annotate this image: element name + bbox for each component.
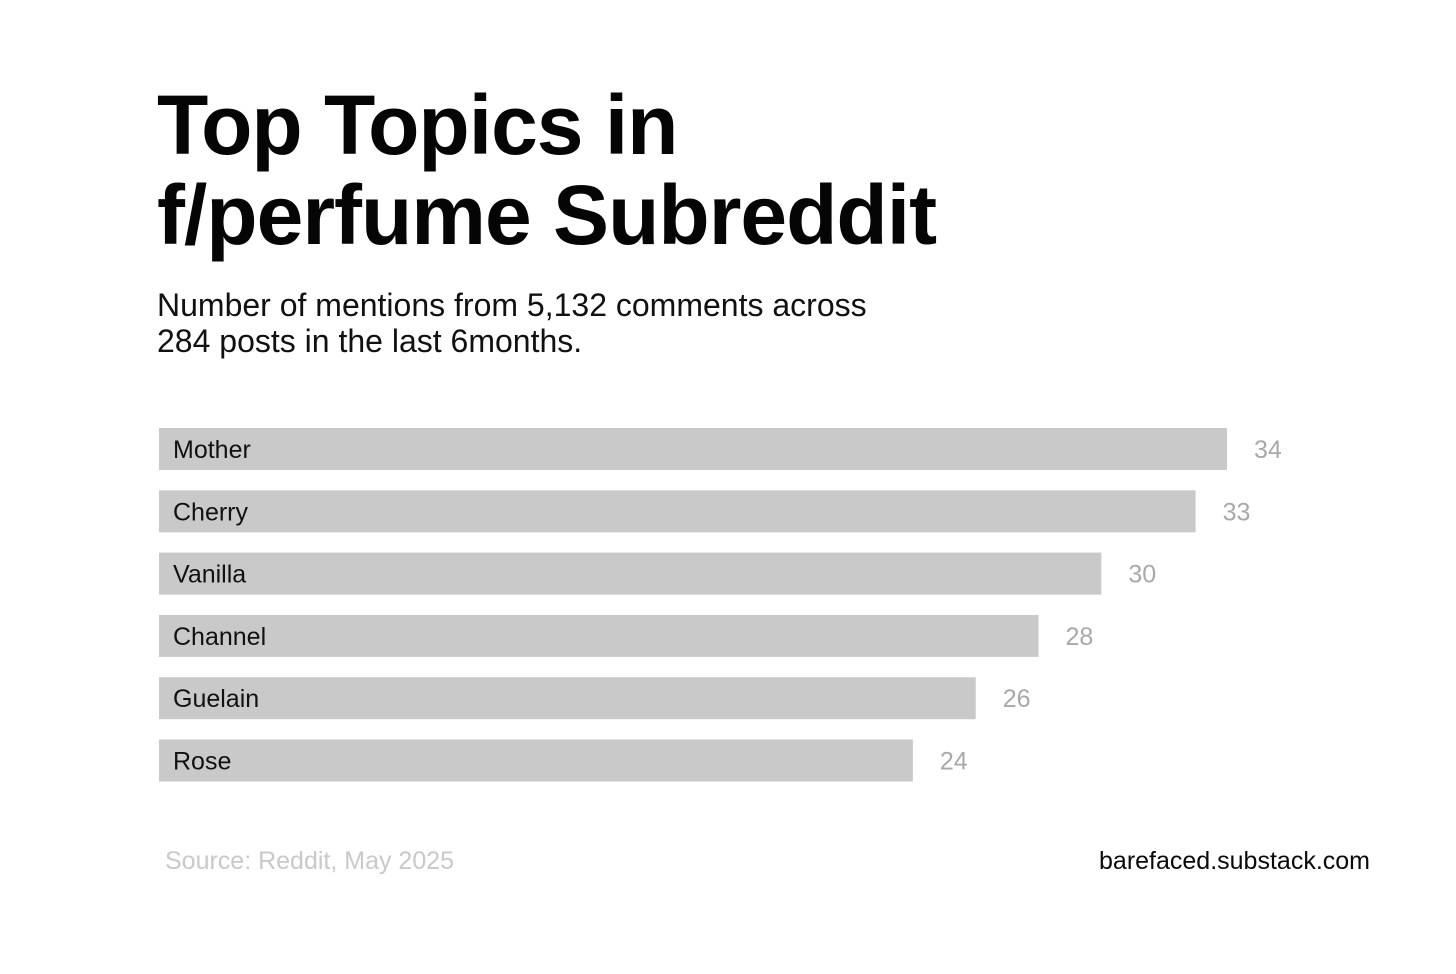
bar-label-cherry: Cherry [173, 498, 249, 526]
bar-guelain [159, 677, 976, 720]
site-credit: barefaced.substack.com [1099, 847, 1370, 875]
chart-title-line-1: Top Topics in [157, 78, 679, 172]
value-label-channel: 28 [1066, 623, 1094, 651]
chart-title: Top Topics in f/perfume Subreddit [157, 80, 1157, 260]
chart-subtitle: Number of mentions from 5,132 comments a… [157, 287, 1057, 359]
value-label-guelain: 26 [1003, 685, 1031, 713]
bar-channel [159, 614, 1039, 657]
bar-label-channel: Channel [173, 623, 266, 651]
bar-label-vanilla: Vanilla [173, 561, 246, 589]
chart-subtitle-line-2: 284 posts in the last 6months. [157, 323, 583, 359]
bar-label-guelain: Guelain [173, 685, 259, 713]
bar-vanilla [159, 552, 1102, 595]
bar-cherry [159, 490, 1196, 533]
value-label-rose: 24 [940, 748, 968, 776]
value-label-mother: 34 [1254, 436, 1282, 464]
chart-subtitle-line-1: Number of mentions from 5,132 comments a… [157, 287, 867, 323]
source-note: Source: Reddit, May 2025 [165, 847, 455, 875]
chart-title-line-2: f/perfume Subreddit [157, 168, 937, 262]
bar-label-rose: Rose [173, 748, 231, 776]
bar-label-mother: Mother [173, 436, 251, 464]
bar-rose [159, 739, 913, 782]
value-label-cherry: 33 [1223, 498, 1251, 526]
bar-mother [159, 428, 1227, 470]
value-label-vanilla: 30 [1128, 561, 1156, 589]
